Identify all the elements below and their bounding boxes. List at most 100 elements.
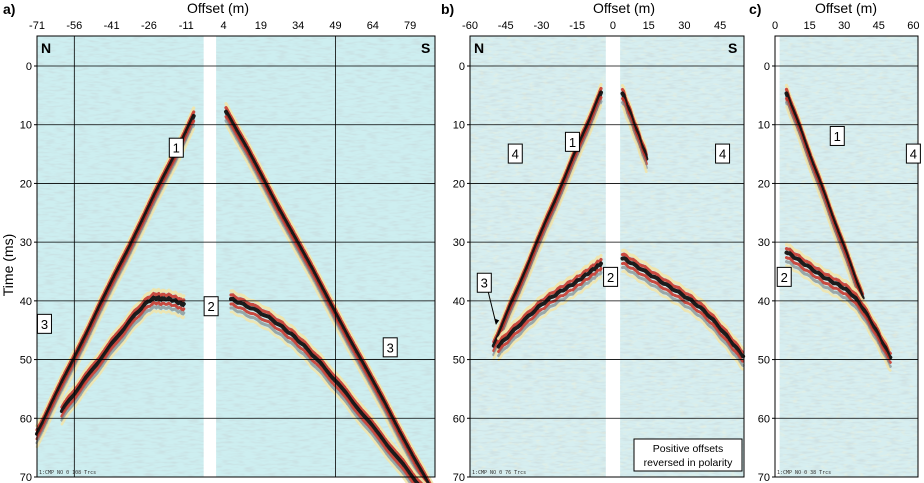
- panel-b-x-tick-label: -60: [462, 20, 478, 32]
- panel-b-wavelet-band: [492, 100, 603, 357]
- panel-c-y-tick-label: 70: [758, 472, 770, 483]
- panel-a-noise-texture: [37, 36, 435, 477]
- panel-b-wavelet-band: [620, 256, 746, 359]
- panel-a-label: a): [3, 1, 15, 17]
- event-marker-box: [564, 131, 580, 152]
- panel-a-wavelet-band: [229, 306, 412, 483]
- panel-a-y-tick-label: 20: [20, 178, 32, 190]
- panel-c-wavelet-band: [784, 247, 892, 355]
- event-marker-label: 2: [208, 299, 215, 314]
- panel-c-trace-count-stamp: 1:CMP NO 0 38 Trcs: [777, 470, 831, 476]
- panel-c: c) Offset (m) 0 15 30 45 60 010203040506070 …: [749, 0, 921, 483]
- panel-a-y-tick-label: 60: [20, 413, 32, 425]
- event-marker-label: 4: [719, 147, 726, 162]
- panel-b-wavelets: [491, 82, 746, 372]
- event-marker-box: [829, 125, 845, 146]
- panel-a-y-tick-label: 30: [20, 237, 32, 249]
- panel-a-x-tick-label: 79: [404, 20, 416, 32]
- panel-c-dead-traces: [775, 36, 780, 477]
- panel-a-x-tick-label: 19: [255, 20, 267, 32]
- panel-b-y-tick-label: 40: [453, 296, 465, 308]
- panel-a-x-tick-label: 4: [221, 20, 227, 32]
- event-marker-box: [476, 272, 492, 293]
- event-marker-box: [36, 313, 52, 334]
- event-marker-box: [603, 266, 619, 287]
- event-marker-label: 1: [569, 135, 576, 150]
- panel-c-y-tick-label: 20: [758, 178, 770, 190]
- panel-b-wavelet-band: [492, 104, 603, 361]
- event-marker-label: 4: [512, 147, 519, 162]
- panel-b-wavelet-band: [496, 261, 603, 349]
- panel-c-wavelets: [784, 83, 893, 372]
- panel-b-wavelet-band: [621, 261, 746, 364]
- panel-a-wavelet-band: [35, 123, 196, 445]
- event-marker-box: [203, 296, 219, 317]
- panel-a-x-tick-label: -11: [179, 20, 194, 32]
- panel-a-wavelet-band: [60, 304, 186, 422]
- panel-b-wavelet-band: [621, 265, 746, 368]
- panel-a-frame: [36, 35, 436, 478]
- panel-c-wavelet-band: [785, 264, 892, 372]
- event-marker-label: 2: [607, 270, 614, 285]
- event-marker-label: 2: [781, 270, 788, 285]
- event-marker-box: [776, 266, 792, 287]
- panel-b-wavelet-band: [497, 267, 603, 354]
- panel-c-x-tick-label: 0: [772, 20, 778, 32]
- event-marker-label: 1: [834, 129, 841, 144]
- panel-b-y-tick-label: 0: [459, 61, 465, 73]
- panel-b-x-axis-title: Offset (m): [593, 0, 655, 16]
- panel-c-wavelet-band: [784, 243, 892, 351]
- panel-a-wavelet-band: [229, 302, 415, 483]
- event-marker-box: [905, 143, 921, 164]
- panel-a-wavelet-band: [224, 115, 427, 483]
- panel-c-grid: [775, 65, 918, 478]
- panel-c-y-tick-label: 40: [758, 296, 770, 308]
- panel-a-y-tick-label: 70: [20, 472, 32, 483]
- panel-c-x-tick-label: 15: [803, 20, 815, 32]
- panel-b-y-tick-label: 20: [453, 178, 465, 190]
- panel-b-note-line-1: Positive offsets: [653, 443, 723, 455]
- panel-b-y-tick-label: 60: [453, 413, 465, 425]
- panel-a: a) Offset (m) -71 -56 -41 -26 -11 4 19 34 49 64 79…: [3, 0, 436, 483]
- panel-b-y-tick-label: 70: [453, 472, 465, 483]
- panel-a-wavelet-band: [224, 109, 430, 483]
- panel-b-wavelet-band: [621, 269, 746, 372]
- panel-c-y-tick-label: 30: [758, 237, 770, 249]
- panel-a-wavelet-band: [60, 287, 186, 405]
- panel-a-wavelet-band: [229, 289, 427, 483]
- y-axis-title: Time (ms): [0, 234, 16, 296]
- panel-b-wavelet-band: [497, 271, 603, 358]
- panel-a-event-markers: 1 2 3 3: [36, 137, 398, 358]
- panel-b-label: b): [441, 1, 454, 17]
- panel-b-event-markers: 1 2 4 4 3: [476, 131, 731, 325]
- panel-b-wavelet-band: [497, 275, 603, 361]
- event-marker-label: 4: [910, 147, 917, 162]
- panel-c-label: c): [749, 1, 761, 17]
- panel-c-wavelet-band: [785, 256, 892, 364]
- panel-c-y-tick-label: 10: [758, 120, 770, 132]
- panel-c-wavelet-band: [785, 260, 892, 368]
- panel-b-note-box: Positive offsets reversed in polarity: [633, 438, 743, 472]
- panel-b-y-tick-label: 30: [453, 237, 465, 249]
- panel-a-south-label: S: [421, 40, 430, 56]
- panel-c-x-axis-title: Offset (m): [815, 0, 877, 16]
- event-marker-label: 3: [387, 340, 394, 355]
- panel-b-x-tick-label: -45: [498, 20, 514, 32]
- panel-a-wavelet-band: [224, 119, 425, 483]
- event-marker-box: [382, 337, 398, 358]
- panel-c-x-tick-label: 30: [838, 20, 850, 32]
- panel-a-wavelet-band: [229, 293, 424, 483]
- panel-c-y-tick-label: 0: [764, 61, 770, 73]
- panel-a-wavelet-band: [35, 127, 195, 449]
- panel-a-x-tick-label: 49: [329, 20, 341, 32]
- panel-b-dead-traces: [605, 36, 621, 477]
- panel-a-north-label: N: [41, 40, 51, 56]
- panel-a-wavelet-band: [229, 310, 409, 483]
- panel-b-y-tick-label: 10: [453, 120, 465, 132]
- panel-b-wavelet-band: [497, 253, 603, 341]
- panel-b-wavelet-band: [621, 105, 648, 174]
- panel-c-wavelet-band: [784, 250, 893, 360]
- panel-b-x-tick-label: 15: [643, 20, 655, 32]
- panel-a-wavelet-band: [60, 308, 186, 426]
- panel-a-x-tick-label: -56: [66, 20, 82, 32]
